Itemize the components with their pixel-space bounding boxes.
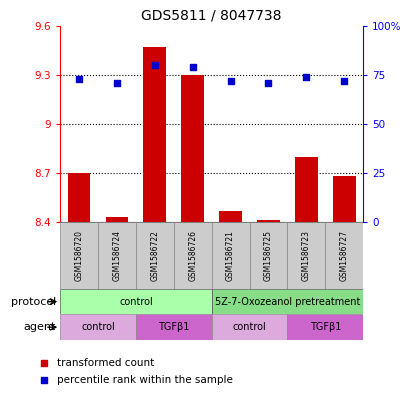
- Text: GSM1586723: GSM1586723: [302, 230, 311, 281]
- Text: percentile rank within the sample: percentile rank within the sample: [57, 375, 233, 385]
- Text: control: control: [81, 322, 115, 332]
- Point: [76, 75, 83, 82]
- Text: GSM1586726: GSM1586726: [188, 230, 197, 281]
- Bar: [174, 222, 212, 289]
- Point: [341, 77, 347, 84]
- Point: [206, 288, 212, 294]
- Bar: [98, 222, 136, 289]
- Text: agent: agent: [24, 322, 56, 332]
- Bar: [257, 220, 280, 222]
- Bar: [136, 222, 174, 289]
- Text: GSM1586727: GSM1586727: [340, 230, 349, 281]
- Bar: [60, 314, 136, 340]
- Point: [151, 62, 158, 68]
- Bar: [249, 222, 287, 289]
- Bar: [295, 156, 318, 222]
- Text: TGFβ1: TGFβ1: [310, 322, 341, 332]
- Text: TGFβ1: TGFβ1: [158, 322, 190, 332]
- Point: [265, 79, 272, 86]
- Bar: [68, 173, 90, 222]
- Bar: [105, 217, 128, 222]
- Point: [189, 64, 196, 70]
- Text: GSM1586722: GSM1586722: [150, 230, 159, 281]
- Bar: [219, 211, 242, 222]
- Text: 5Z-7-Oxozeanol pretreatment: 5Z-7-Oxozeanol pretreatment: [215, 297, 360, 307]
- Bar: [325, 222, 363, 289]
- Bar: [287, 314, 363, 340]
- Bar: [287, 222, 325, 289]
- Bar: [212, 289, 363, 314]
- Point: [206, 127, 212, 133]
- Bar: [136, 314, 212, 340]
- Bar: [212, 314, 287, 340]
- Bar: [60, 222, 98, 289]
- Text: transformed count: transformed count: [57, 358, 154, 367]
- Bar: [60, 289, 212, 314]
- Point: [303, 73, 310, 80]
- Bar: [333, 176, 356, 222]
- Text: GSM1586725: GSM1586725: [264, 230, 273, 281]
- Text: GSM1586724: GSM1586724: [112, 230, 122, 281]
- Text: control: control: [119, 297, 153, 307]
- Bar: [181, 75, 204, 222]
- Text: control: control: [233, 322, 266, 332]
- Point: [227, 77, 234, 84]
- Text: protocol: protocol: [11, 297, 56, 307]
- Point: [114, 79, 120, 86]
- Text: GSM1586721: GSM1586721: [226, 230, 235, 281]
- Title: GDS5811 / 8047738: GDS5811 / 8047738: [142, 9, 282, 23]
- Bar: [212, 222, 249, 289]
- Text: GSM1586720: GSM1586720: [75, 230, 83, 281]
- Bar: [144, 47, 166, 222]
